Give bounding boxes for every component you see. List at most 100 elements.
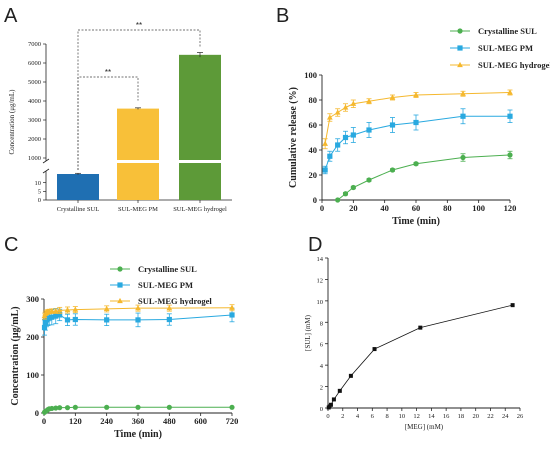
data-point <box>48 308 55 314</box>
y-tick-label: 4 <box>320 363 324 370</box>
data-point <box>72 404 78 410</box>
y-tick-label: 80 <box>309 95 318 105</box>
data-point <box>135 404 141 410</box>
data-point <box>49 405 55 412</box>
x-tick-label: 20 <box>349 203 358 213</box>
data-point <box>348 373 353 378</box>
bar <box>179 54 221 200</box>
legend-marker <box>117 297 123 304</box>
data-point <box>166 316 172 323</box>
legend: Crystalline SUL SUL-MEG PM SUL-MEG hydroge… <box>110 264 212 306</box>
series-line <box>337 154 511 201</box>
x-tick-label: 480 <box>163 416 176 426</box>
y-tick-label: 60 <box>309 120 318 130</box>
y-tick-label: 200 <box>26 332 39 342</box>
bar-break-gap <box>179 160 221 163</box>
x-tick-label: 22 <box>487 413 494 420</box>
data-point <box>166 305 173 311</box>
x-tick-label: 0 <box>42 416 46 426</box>
x-tick-label: 4 <box>356 413 360 420</box>
y-tick-label: 0 <box>38 197 41 204</box>
data-point <box>350 100 357 106</box>
series-line <box>324 92 511 144</box>
panel-letter-d: D <box>308 234 322 256</box>
x-axis-label: Time (min) <box>392 216 440 227</box>
legend-marker <box>457 45 463 51</box>
data-point <box>229 312 235 318</box>
data-point <box>413 119 419 126</box>
y-tick-label: 0 <box>35 408 39 418</box>
y-tick-label: 14 <box>317 256 324 263</box>
data-point <box>104 317 110 323</box>
data-point <box>460 113 466 119</box>
bar-break-gap <box>117 160 159 163</box>
y-tick-label: 10 <box>317 299 324 306</box>
data-point <box>327 153 333 159</box>
x-tick-label: 240 <box>100 416 113 426</box>
series-line <box>328 304 513 408</box>
y-axis-label: Cumulative release (%) <box>288 87 299 188</box>
series-line <box>324 115 510 171</box>
data-point <box>366 127 372 133</box>
x-tick-label: 14 <box>428 413 435 420</box>
data-point <box>389 167 396 173</box>
data-point <box>342 134 349 141</box>
data-point <box>72 316 78 323</box>
y-tick-label: 6000 <box>28 60 41 67</box>
y-tick-label: 2 <box>320 385 323 392</box>
legend-label: Crystalline SUL <box>478 26 537 36</box>
data-point <box>342 104 349 110</box>
y-axis-label: Concentration (μg/mL) <box>8 89 16 155</box>
y-axis-label: [SUL] (mM) <box>304 314 312 351</box>
x-tick-label: 20 <box>472 413 479 420</box>
x-tick-label: 40 <box>380 203 389 213</box>
data-point <box>510 303 515 308</box>
data-point <box>350 184 356 191</box>
x-tick-label: 10 <box>399 413 406 420</box>
x-tick-label: 600 <box>194 416 207 426</box>
data-point <box>229 304 235 310</box>
data-point <box>104 404 110 410</box>
data-point <box>460 90 466 96</box>
x-axis-label: [MEG] (mM) <box>405 423 444 431</box>
x-tick-label: 6 <box>371 413 375 420</box>
data-point <box>413 91 419 98</box>
legend-label: SUL-MEG hydrogel <box>478 60 550 70</box>
y-tick-label: 0 <box>320 406 323 413</box>
data-point <box>135 317 141 323</box>
x-tick-label: 16 <box>443 413 450 420</box>
data-point <box>41 324 48 331</box>
bar <box>117 108 159 200</box>
x-tick-label: 18 <box>458 413 465 420</box>
x-tick-label: 60 <box>412 203 421 213</box>
y-tick-label: 6 <box>320 342 324 349</box>
x-tick-label: 2 <box>341 413 344 420</box>
y-tick-label: 7000 <box>28 41 41 48</box>
y-tick-label: 5000 <box>28 79 41 86</box>
y-tick-label: 0 <box>313 195 317 205</box>
data-point <box>42 319 48 326</box>
significance-label: ** <box>136 21 142 30</box>
data-point <box>507 113 513 119</box>
y-axis-label: Concentration (μg/mL) <box>10 306 21 405</box>
legend-marker <box>457 61 463 68</box>
axis-break-mark <box>42 158 50 164</box>
y-tick-label: 1000 <box>28 155 41 162</box>
x-tick-label: SUL-MEG PM <box>118 206 158 213</box>
data-point <box>372 347 377 352</box>
x-tick-label: 0 <box>326 413 329 420</box>
data-point <box>135 305 141 311</box>
data-point <box>64 306 71 313</box>
x-tick-label: 360 <box>132 416 145 426</box>
x-tick-label: 24 <box>502 413 509 420</box>
data-point <box>328 402 333 407</box>
legend-label: SUL-MEG PM <box>138 280 193 290</box>
data-point <box>103 305 110 311</box>
data-point <box>53 313 59 319</box>
x-tick-label: 720 <box>226 416 239 426</box>
legend: Crystalline SUL SUL-MEG PM SUL-MEG hydroge… <box>450 26 550 70</box>
y-tick-label: 3000 <box>28 117 41 124</box>
data-point <box>335 142 341 148</box>
y-tick-label: 4000 <box>28 98 41 105</box>
